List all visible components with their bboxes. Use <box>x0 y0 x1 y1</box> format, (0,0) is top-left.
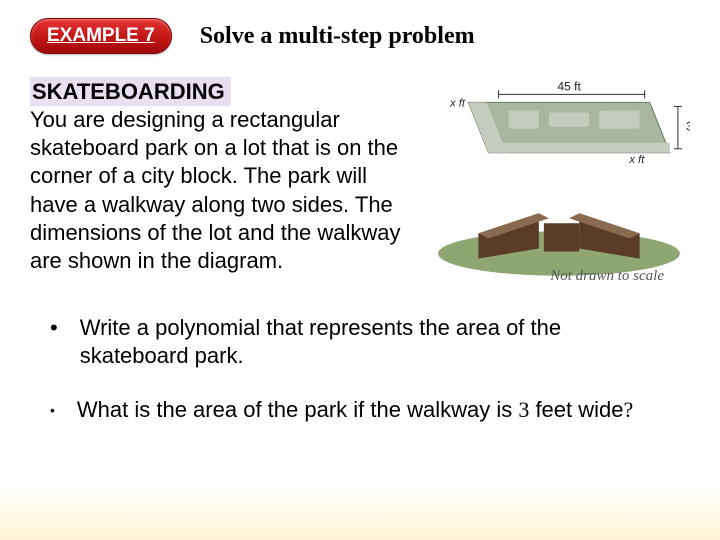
diagram: 45 ft 33 ft x ft x ft Not drawn to scale <box>428 78 690 288</box>
width-label: 45 ft <box>557 79 581 93</box>
topic-label: SKATEBOARDING <box>30 77 231 106</box>
example-badge: EXAMPLE 7 <box>30 18 172 54</box>
problem-description: You are designing a rectangular skateboa… <box>30 107 401 273</box>
bullet-icon: • <box>50 396 55 424</box>
content-row: SKATEBOARDING You are designing a rectan… <box>30 78 690 288</box>
problem-text: SKATEBOARDING You are designing a rectan… <box>30 78 410 288</box>
walk-label-side: x ft <box>629 154 646 166</box>
list-item: • What is the area of the park if the wa… <box>50 396 690 424</box>
diagram-svg: 45 ft 33 ft x ft x ft <box>428 78 690 288</box>
list-item: • Write a polynomial that represents the… <box>50 314 690 370</box>
bullet-text-2: What is the area of the park if the walk… <box>77 396 633 424</box>
bullet-text-1: Write a polynomial that represents the a… <box>80 314 640 370</box>
bullet-icon: • <box>50 314 58 370</box>
header: EXAMPLE 7 Solve a multi-step problem <box>30 18 690 54</box>
diagram-caption: Not drawn to scale <box>550 268 664 285</box>
page-title: Solve a multi-step problem <box>200 23 475 50</box>
walk-label-top: x ft <box>449 97 466 109</box>
height-label: 33 ft <box>686 120 690 134</box>
bullet-list: • Write a polynomial that represents the… <box>30 314 690 424</box>
